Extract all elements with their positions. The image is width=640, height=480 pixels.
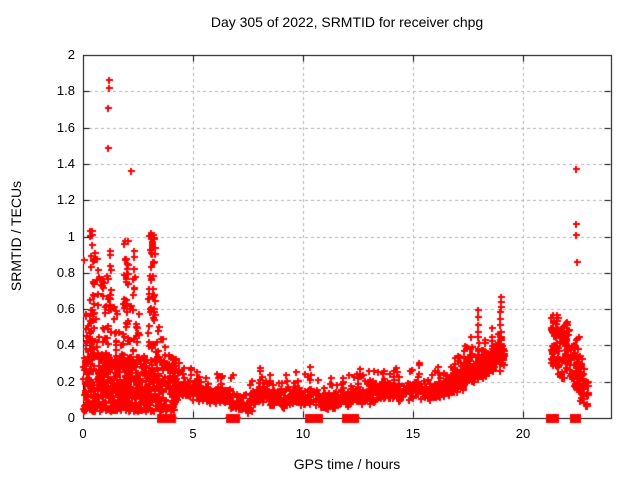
y-tick-label: 1.4 bbox=[56, 156, 75, 171]
x-tick-label: 10 bbox=[295, 426, 311, 441]
x-tick-label: 0 bbox=[79, 426, 87, 441]
y-tick-label: 0.6 bbox=[56, 301, 75, 316]
x-axis-label: GPS time / hours bbox=[293, 456, 401, 472]
x-tick-label: 5 bbox=[189, 426, 197, 441]
y-tick-label: 0 bbox=[67, 410, 75, 425]
y-tick-label: 1.2 bbox=[56, 192, 75, 207]
y-tick-label: 0.2 bbox=[56, 374, 75, 389]
x-tick-label: 15 bbox=[405, 426, 421, 441]
y-tick-label: 1.6 bbox=[56, 120, 75, 135]
chart-title: Day 305 of 2022, SRMTID for receiver chp… bbox=[210, 14, 484, 30]
y-tick-label: 1.8 bbox=[56, 83, 75, 98]
y-tick-label: 1 bbox=[67, 229, 75, 244]
y-tick-label: 0.8 bbox=[56, 265, 75, 280]
x-tick-label: 20 bbox=[515, 426, 531, 441]
y-tick-label: 2 bbox=[67, 47, 75, 62]
y-tick-label: 0.4 bbox=[56, 337, 75, 352]
